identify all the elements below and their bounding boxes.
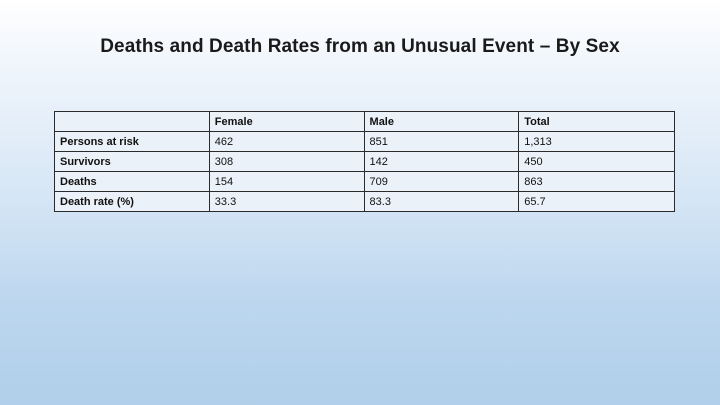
cell-total: 1,313	[518, 131, 675, 152]
cell-female: 462	[208, 131, 365, 152]
header-cell-female: Female	[208, 111, 365, 132]
cell-total: 450	[518, 151, 675, 172]
cell-male: 709	[363, 171, 520, 192]
cell-female: 33.3	[208, 191, 365, 212]
header-cell-blank	[54, 111, 210, 132]
header-cell-total: Total	[518, 111, 675, 132]
row-label: Survivors	[54, 151, 210, 172]
cell-female: 154	[208, 171, 365, 192]
cell-total: 863	[518, 171, 675, 192]
row-label: Deaths	[54, 171, 210, 192]
table-header-row: Female Male Total	[54, 111, 675, 132]
cell-male: 83.3	[363, 191, 520, 212]
table-row: Persons at risk 462 851 1,313	[54, 131, 675, 152]
row-label: Death rate (%)	[54, 191, 210, 212]
table-row: Survivors 308 142 450	[54, 151, 675, 172]
header-cell-male: Male	[363, 111, 520, 132]
row-label: Persons at risk	[54, 131, 210, 152]
table-row: Death rate (%) 33.3 83.3 65.7	[54, 191, 675, 212]
cell-male: 142	[363, 151, 520, 172]
data-table: Female Male Total Persons at risk 462 85…	[54, 111, 675, 212]
cell-female: 308	[208, 151, 365, 172]
slide-title: Deaths and Death Rates from an Unusual E…	[100, 36, 620, 57]
table-row: Deaths 154 709 863	[54, 171, 675, 192]
cell-male: 851	[363, 131, 520, 152]
cell-total: 65.7	[518, 191, 675, 212]
